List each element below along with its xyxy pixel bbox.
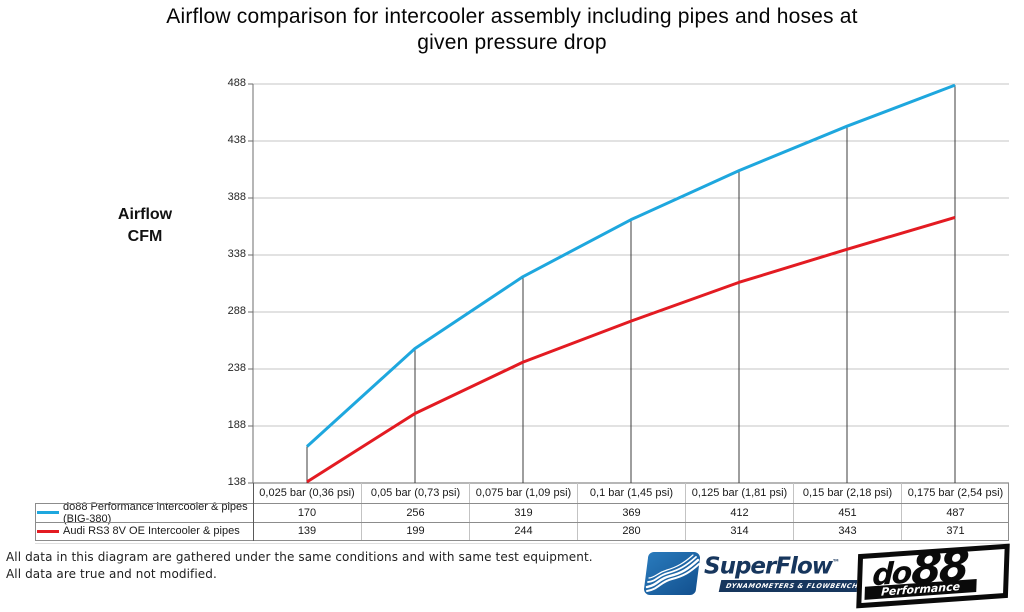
table-shadow-line <box>35 543 1009 544</box>
y-tick-label: 438 <box>227 134 246 146</box>
value-cell: 199 <box>361 522 469 540</box>
y-axis-title-line1: Airflow <box>117 206 173 223</box>
table-border <box>35 522 1009 523</box>
superflow-text-block: SuperFlow™ DYNAMOMETERS & FLOWBENCHES <box>704 551 875 592</box>
y-tick-label: 288 <box>227 305 246 317</box>
series-line-0 <box>305 83 956 448</box>
legend-item: do88 Performance intercooler & pipes (BI… <box>35 500 253 525</box>
value-cell: 170 <box>297 506 317 519</box>
table-border <box>253 483 254 541</box>
value-cell: 314 <box>685 522 793 540</box>
value-cell: 343 <box>793 522 901 540</box>
do88-logo: do 88 Performance <box>856 541 1010 609</box>
x-axis-label: 0,175 bar (2,54 psi) <box>901 483 1009 503</box>
legend-swatch <box>37 511 59 514</box>
value-cell: 139 <box>297 525 317 537</box>
y-tick-label: 238 <box>227 362 246 374</box>
chart-title-line2: given pressure drop <box>417 31 607 54</box>
legend-label: Audi RS3 8V OE Intercooler & pipes <box>63 525 240 537</box>
y-tick-label: 188 <box>227 419 246 431</box>
superflow-brand: SuperFlow™ <box>704 553 840 580</box>
chart-title-line1: Airflow comparison for intercooler assem… <box>166 5 858 28</box>
y-tick-label: 488 <box>227 77 246 89</box>
value-cell: 256 <box>361 503 469 522</box>
value-cell: 280 <box>577 522 685 540</box>
y-axis-title: Airflow CFM <box>95 204 195 248</box>
value-cell: 244 <box>469 522 577 540</box>
disclaimer-line1: All data in this diagram are gathered un… <box>6 550 593 564</box>
superflow-tagline: DYNAMOMETERS & FLOWBENCHES <box>718 579 875 592</box>
value-cell: 369 <box>577 503 685 522</box>
y-tick-label: 338 <box>227 248 246 260</box>
x-axis-label: 0,125 bar (1,81 psi) <box>685 483 793 503</box>
trademark-symbol: ™ <box>832 558 840 567</box>
y-axis-title-line2: CFM <box>127 228 163 245</box>
legend-label: do88 Performance intercooler & pipes (BI… <box>63 500 248 525</box>
value-cell: 451 <box>793 503 901 522</box>
series-line-1 <box>306 215 956 484</box>
x-axis-label: 0,05 bar (0,73 psi) <box>361 483 469 503</box>
x-axis-label: 0,15 bar (2,18 psi) <box>793 483 901 503</box>
data-table: 0,025 bar (0,36 psi) 0,05 bar (0,73 psi) 0… <box>35 483 1009 541</box>
superflow-icon <box>644 552 700 595</box>
table-border <box>35 540 1009 541</box>
y-tick-label: 388 <box>227 191 246 203</box>
x-axis-label-row: 0,025 bar (0,36 psi) 0,05 bar (0,73 psi) 0… <box>253 483 1009 503</box>
series-row-do88: do88 Performance intercooler & pipes (BI… <box>35 500 1009 525</box>
x-axis-label: 0,025 bar (0,36 psi) <box>259 487 355 499</box>
chart-title: Airflow comparison for intercooler assem… <box>0 4 1024 56</box>
x-axis-label: 0,075 bar (1,09 psi) <box>469 483 577 503</box>
table-border <box>35 503 1009 504</box>
legend-item: Audi RS3 8V OE Intercooler & pipes <box>35 522 253 540</box>
disclaimer-line2: All data are true and not modified. <box>6 567 217 581</box>
superflow-logo: SuperFlow™ DYNAMOMETERS & FLOWBENCHES <box>644 551 875 597</box>
value-cell: 371 <box>901 522 1009 540</box>
disclaimer-text: All data in this diagram are gathered un… <box>6 549 593 583</box>
y-tick-label: 138 <box>227 476 246 488</box>
series-row-audi: Audi RS3 8V OE Intercooler & pipes 139 199… <box>35 522 1009 540</box>
legend-swatch <box>37 529 59 533</box>
value-cell: 319 <box>469 503 577 522</box>
value-cell: 487 <box>901 503 1009 522</box>
value-cell: 412 <box>685 503 793 522</box>
table-border <box>35 503 36 541</box>
table-border <box>1008 483 1009 541</box>
x-axis-label: 0,1 bar (1,45 psi) <box>577 483 685 503</box>
